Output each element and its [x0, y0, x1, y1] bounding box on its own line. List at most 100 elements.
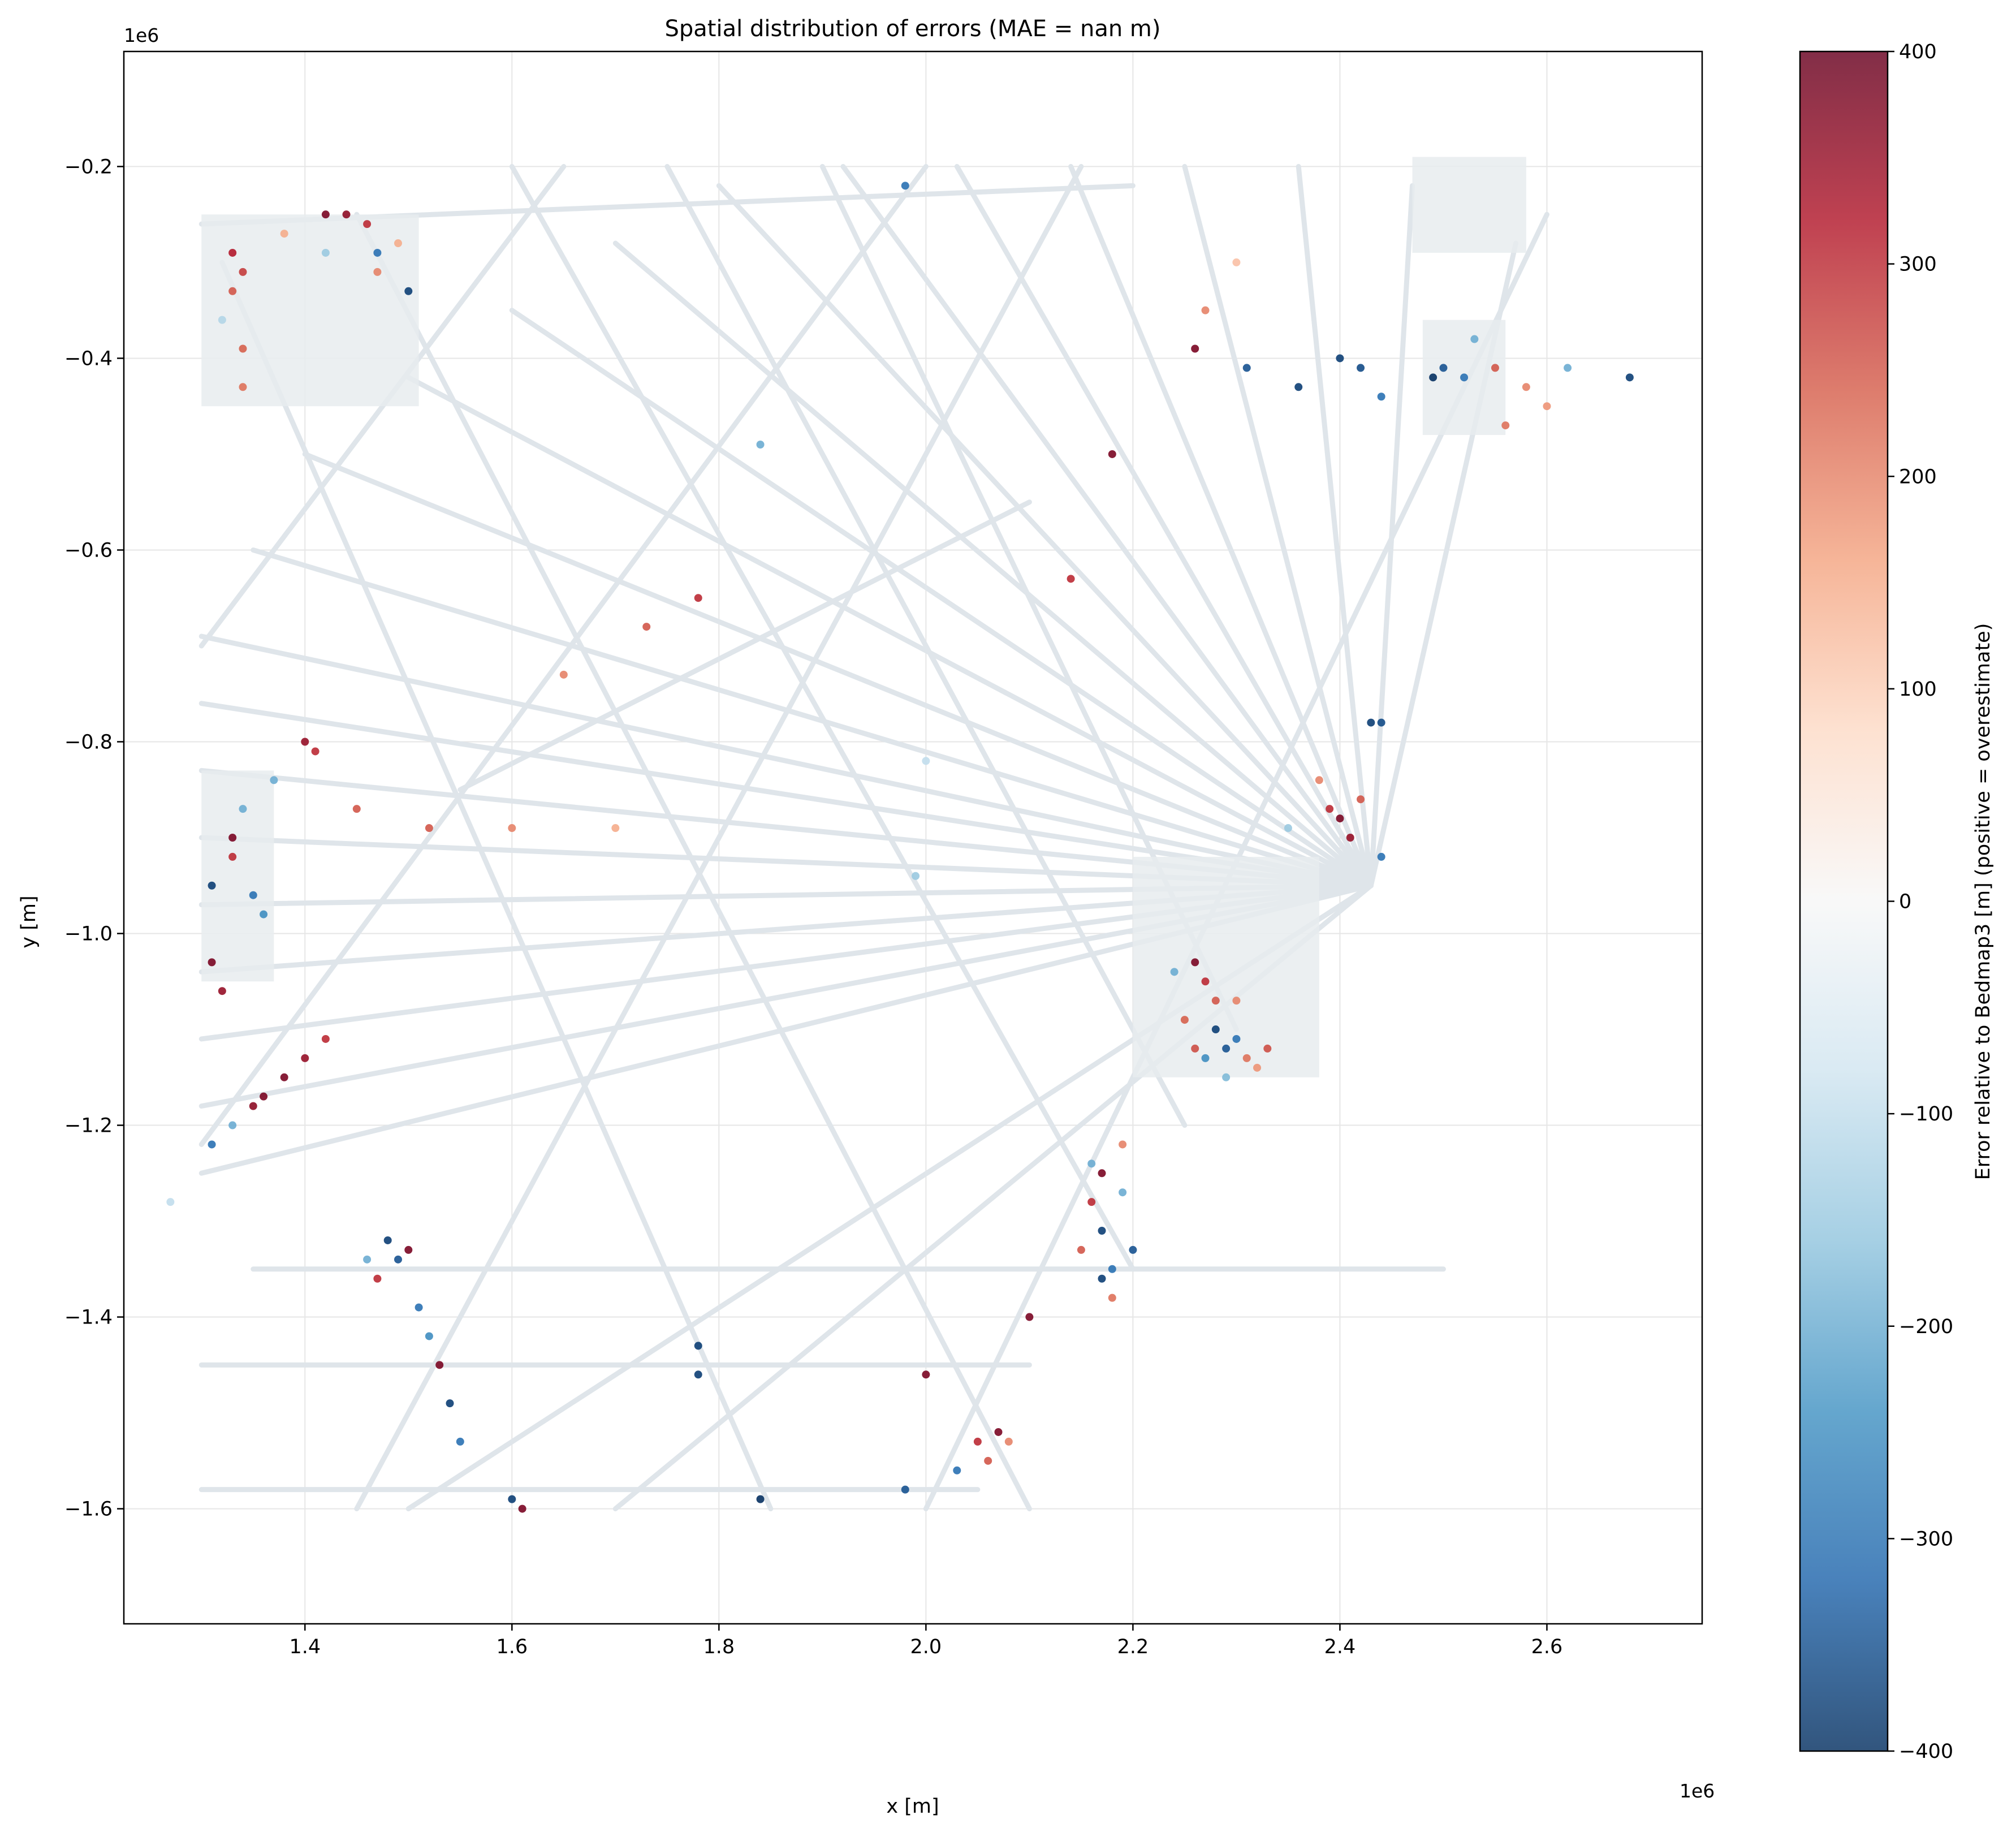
y-tick-label: −0.6: [64, 539, 113, 562]
y-axis-label: y [m]: [18, 895, 40, 948]
error-point: [611, 824, 620, 833]
error-point: [1201, 306, 1210, 314]
y-tick-label: −1.4: [64, 1307, 113, 1329]
error-point: [756, 441, 765, 449]
error-point: [1253, 1063, 1262, 1072]
error-point: [228, 1121, 237, 1129]
error-point: [1460, 373, 1469, 382]
error-point: [1170, 968, 1178, 976]
colorbar-tick-label: 300: [1899, 253, 1937, 276]
error-point: [301, 1054, 309, 1062]
error-point: [1119, 1188, 1127, 1197]
error-point: [984, 1456, 992, 1465]
error-point: [994, 1428, 1003, 1436]
error-point: [973, 1437, 982, 1446]
error-point: [228, 834, 237, 842]
error-point: [1222, 1044, 1231, 1053]
error-point: [321, 210, 330, 219]
x-tick-label: 1.6: [496, 1636, 528, 1658]
flight-track: [354, 163, 1084, 1512]
x-tick-label: 2.4: [1324, 1636, 1356, 1658]
error-point: [446, 1399, 454, 1408]
error-point: [1191, 344, 1199, 353]
error-point: [1067, 575, 1075, 583]
error-point: [280, 1073, 288, 1081]
error-point: [1180, 1016, 1189, 1024]
error-point: [1232, 1034, 1241, 1043]
error-point: [1470, 335, 1479, 343]
error-point: [1439, 364, 1448, 372]
x-tick-label: 2.2: [1117, 1636, 1149, 1658]
y-tick-label: −1.6: [64, 1498, 113, 1521]
x-axis-label: x [m]: [886, 1795, 939, 1818]
error-point: [508, 824, 516, 833]
colorbar-ticks: −400 −300 −200 −100 0 100 200 300 400: [1888, 41, 1953, 1763]
error-point: [1087, 1159, 1096, 1168]
y-tick-label: −1.0: [64, 923, 113, 946]
error-point: [1087, 1198, 1096, 1206]
flight-track: [664, 163, 1188, 1128]
colorbar: −400 −300 −200 −100 0 100 200 300 400 Error rela…: [1799, 41, 1995, 1763]
error-point: [901, 182, 909, 190]
error-point: [311, 747, 320, 756]
error-point: [518, 1504, 526, 1513]
error-point: [239, 344, 247, 353]
error-point: [1191, 1044, 1199, 1053]
error-point: [249, 1102, 257, 1110]
error-point: [642, 623, 651, 631]
error-point: [1543, 402, 1551, 411]
error-point: [321, 248, 330, 257]
error-point: [1108, 450, 1116, 458]
error-point: [260, 1092, 268, 1101]
error-point: [249, 891, 257, 899]
error-point: [1098, 1274, 1106, 1283]
flight-track: [509, 163, 1136, 1272]
y-offset-label: 1e6: [124, 24, 159, 46]
error-point: [1211, 997, 1220, 1005]
error-point: [363, 1255, 372, 1264]
error-point: [559, 670, 568, 679]
plot-frame: [123, 50, 1703, 1625]
error-point: [1222, 1073, 1231, 1081]
x-tick-label: 2.0: [910, 1636, 942, 1658]
dense-survey-region: [1133, 856, 1319, 1077]
error-point: [218, 987, 226, 995]
error-point: [404, 1245, 413, 1254]
error-point: [1119, 1140, 1127, 1149]
error-point: [301, 738, 309, 746]
chart-title: Spatial distribution of errors (MAE = na…: [665, 16, 1161, 42]
error-point: [404, 287, 413, 295]
error-point: [912, 872, 920, 880]
error-point: [1201, 977, 1210, 986]
error-point: [363, 220, 372, 228]
error-point: [1336, 354, 1344, 363]
error-point: [1098, 1169, 1106, 1178]
plot-area: [123, 50, 1703, 1625]
error-point: [1025, 1313, 1034, 1321]
error-point: [901, 1485, 909, 1494]
error-point: [218, 316, 226, 324]
colorbar-tick-label: −400: [1899, 1740, 1953, 1763]
error-point: [342, 210, 351, 219]
error-point: [394, 239, 402, 248]
error-point: [1357, 795, 1365, 804]
error-point: [352, 805, 361, 813]
error-point: [1377, 852, 1385, 861]
error-point: [1315, 776, 1323, 784]
flight-track: [198, 163, 929, 1147]
error-point: [1377, 718, 1385, 727]
error-point: [425, 824, 433, 833]
error-point: [239, 805, 247, 813]
error-point: [1491, 364, 1499, 372]
error-point: [1625, 373, 1634, 382]
error-point: [166, 1198, 175, 1206]
error-point: [1522, 383, 1530, 391]
error-point: [373, 1274, 382, 1283]
error-point: [1108, 1265, 1116, 1273]
x-tick-label: 1.4: [289, 1636, 321, 1658]
error-point: [270, 776, 278, 784]
error-point: [1077, 1245, 1085, 1254]
flight-track: [219, 260, 774, 1512]
error-point: [1294, 383, 1303, 391]
error-point: [1191, 958, 1199, 967]
